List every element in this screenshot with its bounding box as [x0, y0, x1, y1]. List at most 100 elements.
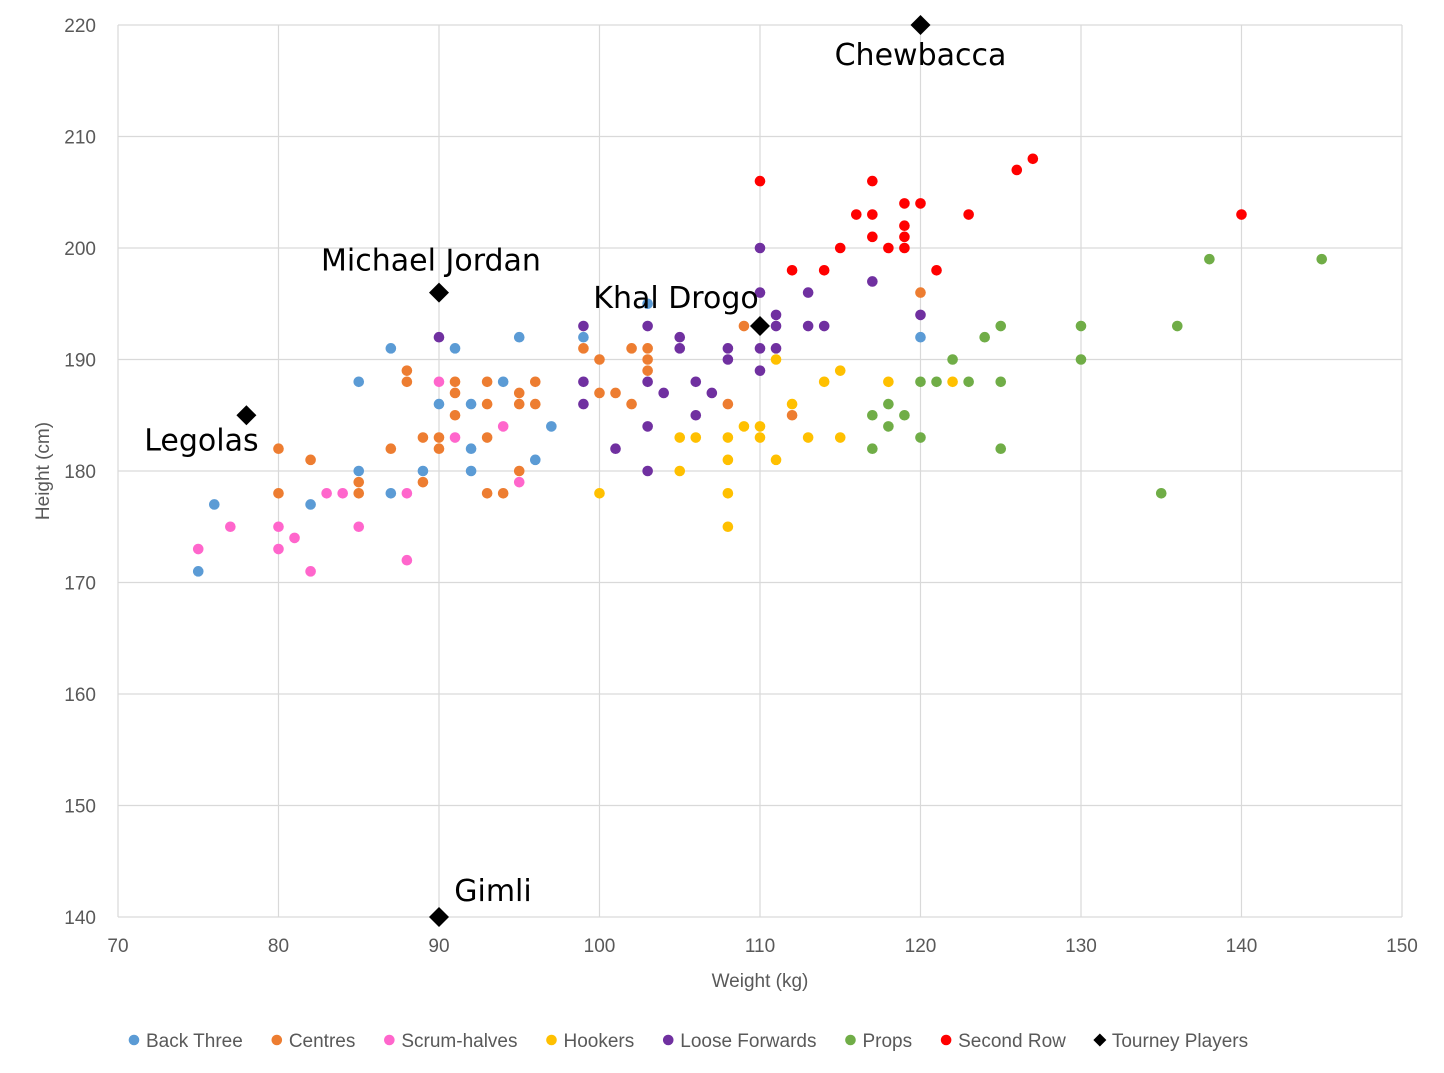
data-point — [867, 175, 878, 187]
data-point — [690, 432, 702, 443]
annotation-label: Gimli — [454, 874, 531, 909]
data-point — [979, 331, 990, 343]
data-point — [385, 488, 397, 499]
data-point — [867, 209, 878, 220]
x-tick-label: 140 — [1226, 936, 1258, 957]
data-point — [947, 354, 958, 365]
data-point — [433, 432, 445, 443]
data-point — [401, 488, 413, 499]
x-tick-label: 70 — [107, 936, 128, 957]
data-point — [674, 432, 686, 443]
y-tick-label: 160 — [64, 685, 96, 706]
data-point — [481, 376, 493, 388]
data-point — [750, 316, 770, 337]
data-point — [818, 265, 830, 276]
data-point — [915, 287, 926, 298]
data-point — [429, 907, 449, 927]
data-point — [867, 231, 878, 243]
data-point — [465, 443, 477, 455]
data-point — [899, 220, 910, 231]
data-point — [273, 443, 284, 455]
x-axis-title: Weight (kg) — [712, 971, 809, 992]
annotation-label: Legolas — [144, 423, 258, 458]
data-point — [947, 376, 958, 388]
legend-marker — [1093, 1033, 1107, 1047]
data-point — [722, 488, 734, 499]
y-tick-label: 200 — [64, 239, 96, 260]
data-point — [513, 331, 525, 343]
series-hookers — [594, 354, 958, 533]
data-point — [273, 543, 284, 555]
data-point — [754, 287, 766, 298]
legend-item: Loose Forwards — [662, 1031, 816, 1052]
data-point — [642, 421, 653, 432]
data-point — [915, 309, 926, 321]
y-tick-label: 180 — [64, 462, 96, 483]
data-point — [353, 521, 365, 533]
data-point — [401, 365, 413, 376]
data-point — [530, 454, 541, 466]
data-point — [578, 398, 589, 410]
legend-item: Second Row — [940, 1031, 1066, 1052]
legend-label: Props — [862, 1031, 912, 1052]
y-tick-label: 210 — [64, 128, 96, 149]
data-point — [642, 376, 653, 388]
data-point — [594, 354, 605, 365]
data-point — [754, 365, 766, 376]
data-point — [931, 265, 942, 276]
data-point — [465, 398, 477, 410]
legend-item: Back Three — [128, 1031, 243, 1052]
x-tick-label: 110 — [745, 936, 775, 957]
y-axis-title: Height (cm) — [33, 422, 54, 520]
data-point — [770, 343, 782, 354]
series-props — [867, 253, 1328, 499]
x-tick-label: 120 — [905, 936, 937, 957]
data-point — [899, 409, 910, 421]
annotations: Chewbacca Michael Jordan Khal Drogo Legolas… — [144, 38, 1006, 909]
series-tourney-players — [236, 15, 931, 927]
data-point — [497, 488, 509, 499]
data-point — [417, 465, 429, 477]
legend-marker — [546, 1034, 557, 1046]
data-point — [690, 376, 702, 388]
x-tick-label: 80 — [268, 936, 289, 957]
data-point — [417, 476, 429, 488]
data-point — [385, 443, 397, 455]
data-point — [674, 343, 686, 354]
data-point — [273, 488, 284, 499]
legend-label: Back Three — [146, 1031, 243, 1052]
legend-item: Scrum-halves — [384, 1031, 518, 1052]
legend-marker — [845, 1034, 856, 1046]
data-point — [722, 521, 734, 533]
data-point — [192, 543, 204, 555]
data-point — [834, 432, 846, 443]
data-point — [530, 376, 541, 388]
data-point — [497, 376, 509, 388]
data-point — [910, 15, 931, 35]
legend-label: Hookers — [564, 1031, 635, 1052]
data-point — [449, 432, 461, 443]
y-tick-label: 150 — [64, 797, 96, 818]
data-point — [738, 421, 750, 432]
series-back-three — [192, 298, 926, 577]
data-point — [802, 287, 814, 298]
series-centres — [273, 287, 926, 499]
data-point — [834, 365, 846, 376]
data-point — [722, 454, 734, 466]
y-tick-label: 190 — [64, 351, 96, 372]
data-point — [449, 376, 461, 388]
data-point — [1172, 320, 1183, 332]
legend-label: Tourney Players — [1112, 1031, 1248, 1052]
data-point — [754, 421, 766, 432]
data-point — [1011, 164, 1023, 176]
data-point — [642, 354, 653, 365]
data-point — [786, 398, 798, 410]
data-point — [770, 454, 782, 466]
data-point — [642, 298, 653, 310]
data-point — [433, 376, 445, 388]
data-point — [594, 387, 605, 399]
legend-item: Hookers — [546, 1031, 634, 1052]
data-point — [802, 320, 814, 332]
